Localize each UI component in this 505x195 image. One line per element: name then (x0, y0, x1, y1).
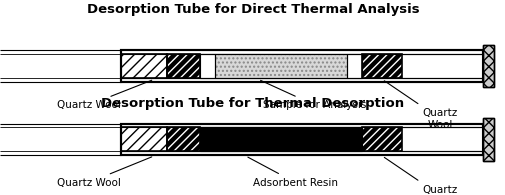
Text: Quartz
Wool: Quartz Wool (384, 81, 457, 129)
Bar (121, 127, 167, 151)
Bar (121, 54, 167, 78)
Bar (167, 54, 199, 78)
Bar (167, 127, 199, 151)
Bar (121, 54, 482, 78)
Text: Desorption Tube for Thermal Desorption: Desorption Tube for Thermal Desorption (101, 98, 404, 111)
Bar (215, 54, 346, 78)
Bar (199, 54, 215, 78)
Bar (121, 127, 167, 151)
Bar (361, 54, 401, 78)
Text: Quartz Wool: Quartz Wool (57, 157, 152, 188)
Bar (167, 127, 199, 151)
Bar (482, 118, 493, 161)
Bar (121, 54, 167, 78)
Bar (361, 127, 401, 151)
Bar (121, 127, 482, 151)
Bar (346, 54, 361, 78)
Bar (121, 51, 482, 82)
Bar (215, 54, 346, 78)
Bar (482, 45, 493, 88)
Text: Quartz
Wool: Quartz Wool (384, 157, 457, 195)
Bar (199, 127, 361, 151)
Bar (215, 54, 346, 78)
Text: Sample for Analysis: Sample for Analysis (260, 80, 366, 110)
Bar (199, 54, 215, 78)
Text: Adsorbent Resin: Adsorbent Resin (247, 157, 337, 188)
Bar (121, 54, 167, 78)
Bar (482, 118, 493, 161)
Bar (482, 45, 493, 88)
Bar (482, 118, 493, 161)
Bar (346, 54, 361, 78)
Bar (199, 127, 361, 151)
Bar (167, 54, 199, 78)
Text: Quartz Wool: Quartz Wool (57, 80, 152, 110)
Bar (121, 54, 482, 78)
Bar (121, 51, 482, 82)
Bar (167, 54, 199, 78)
Bar (361, 127, 401, 151)
Bar (361, 54, 401, 78)
Bar (167, 127, 199, 151)
Bar (482, 45, 493, 88)
Bar (121, 127, 167, 151)
Bar (121, 124, 482, 155)
Bar (361, 54, 401, 78)
Bar (361, 127, 401, 151)
Bar (121, 127, 482, 151)
Text: Desorption Tube for Direct Thermal Analysis: Desorption Tube for Direct Thermal Analy… (86, 3, 419, 16)
Bar (121, 124, 482, 155)
